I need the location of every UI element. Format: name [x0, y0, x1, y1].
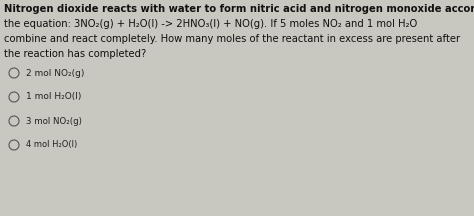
Text: the equation: 3NO₂(g) + H₂O(l) -> 2HNO₃(l) + NO(g). If 5 moles NO₂ and 1 mol H₂O: the equation: 3NO₂(g) + H₂O(l) -> 2HNO₃(…: [4, 19, 417, 29]
Text: the reaction has completed?: the reaction has completed?: [4, 49, 146, 59]
Text: Nitrogen dioxide reacts with water to form nitric acid and nitrogen monoxide acc: Nitrogen dioxide reacts with water to fo…: [4, 4, 474, 14]
Text: combine and react completely. How many moles of the reactant in excess are prese: combine and react completely. How many m…: [4, 34, 460, 44]
Text: 3 mol NO₂(g): 3 mol NO₂(g): [26, 116, 82, 125]
Text: 4 mol H₂O(l): 4 mol H₂O(l): [26, 140, 77, 149]
Text: 2 mol NO₂(g): 2 mol NO₂(g): [26, 68, 84, 78]
Text: 1 mol H₂O(l): 1 mol H₂O(l): [26, 92, 82, 102]
